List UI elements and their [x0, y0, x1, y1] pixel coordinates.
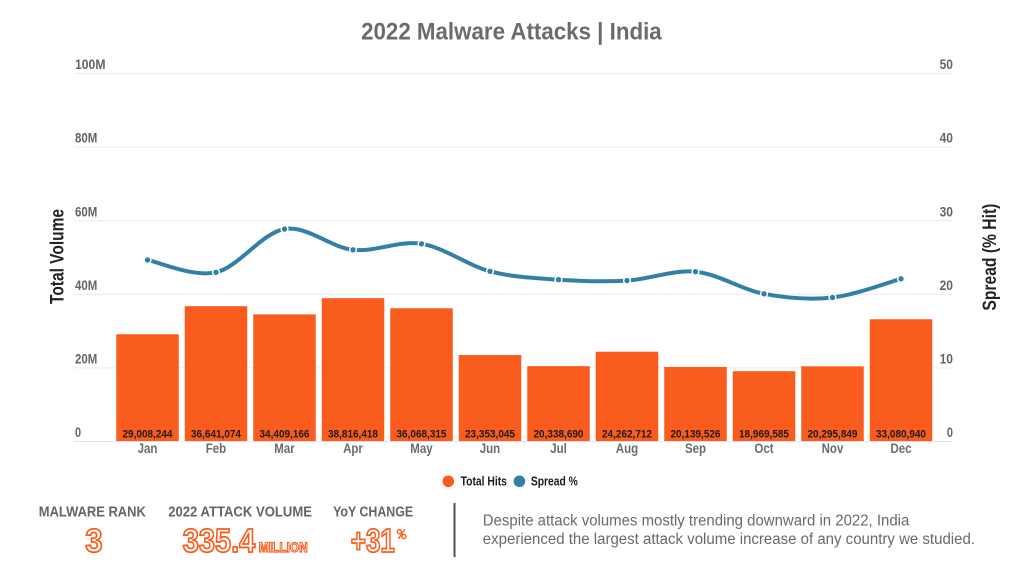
svg-text:Spread %: Spread % — [531, 474, 578, 489]
svg-text:3: 3 — [85, 522, 102, 559]
svg-text:experienced the largest attack: experienced the largest attack volume in… — [483, 531, 975, 548]
svg-text:335.4: 335.4 — [183, 522, 256, 559]
svg-text:30: 30 — [940, 204, 953, 219]
svg-text:10: 10 — [940, 352, 953, 367]
svg-text:20: 20 — [940, 278, 953, 293]
svg-text:24,262,712: 24,262,712 — [602, 429, 652, 441]
svg-text:2022 ATTACK VOLUME: 2022 ATTACK VOLUME — [168, 505, 312, 521]
svg-text:Spread (% Hit): Spread (% Hit) — [980, 204, 1001, 311]
svg-text:18,969,585: 18,969,585 — [739, 429, 789, 441]
svg-text:80M: 80M — [75, 131, 97, 146]
svg-text:Jul: Jul — [550, 441, 567, 456]
svg-text:40: 40 — [940, 131, 953, 146]
svg-text:2022 Malware Attacks | India: 2022 Malware Attacks | India — [361, 19, 662, 46]
svg-text:Total Volume: Total Volume — [48, 209, 69, 304]
svg-text:Nov: Nov — [822, 441, 844, 456]
svg-text:20,139,526: 20,139,526 — [671, 429, 721, 441]
svg-text:Apr: Apr — [343, 441, 363, 456]
svg-text:34,409,166: 34,409,166 — [260, 429, 310, 441]
svg-text:29,008,244: 29,008,244 — [123, 429, 174, 441]
svg-text:Feb: Feb — [206, 441, 226, 456]
svg-text:38,816,418: 38,816,418 — [328, 429, 378, 441]
svg-text:Sep: Sep — [685, 441, 706, 456]
svg-text:50: 50 — [940, 57, 953, 72]
svg-text:100M: 100M — [75, 57, 106, 72]
svg-text:60M: 60M — [75, 204, 97, 219]
svg-text:YoY CHANGE: YoY CHANGE — [333, 505, 413, 521]
svg-text:Aug: Aug — [616, 441, 638, 456]
svg-text:Despite attack volumes mostly: Despite attack volumes mostly trending d… — [483, 512, 910, 529]
svg-text:+31: +31 — [351, 522, 395, 559]
svg-text:Jan: Jan — [138, 441, 158, 456]
svg-text:0: 0 — [75, 425, 81, 440]
svg-text:MALWARE RANK: MALWARE RANK — [39, 505, 146, 521]
svg-text:20,295,849: 20,295,849 — [808, 429, 858, 441]
svg-text:23,353,045: 23,353,045 — [465, 429, 515, 441]
svg-text:0: 0 — [947, 425, 953, 440]
svg-text:Jun: Jun — [480, 441, 500, 456]
svg-text:20,338,690: 20,338,690 — [534, 429, 584, 441]
svg-text:20M: 20M — [75, 352, 97, 367]
svg-text:33,080,940: 33,080,940 — [876, 429, 926, 441]
svg-text:40M: 40M — [75, 278, 97, 293]
svg-text:36,641,074: 36,641,074 — [191, 429, 242, 441]
svg-text:MILLION: MILLION — [259, 539, 308, 555]
svg-text:May: May — [410, 441, 433, 456]
svg-text:Oct: Oct — [754, 441, 774, 456]
svg-text:36,068,315: 36,068,315 — [397, 429, 447, 441]
svg-text:Dec: Dec — [890, 441, 911, 456]
svg-text:Mar: Mar — [274, 441, 295, 456]
svg-text:Total Hits: Total Hits — [461, 474, 507, 489]
